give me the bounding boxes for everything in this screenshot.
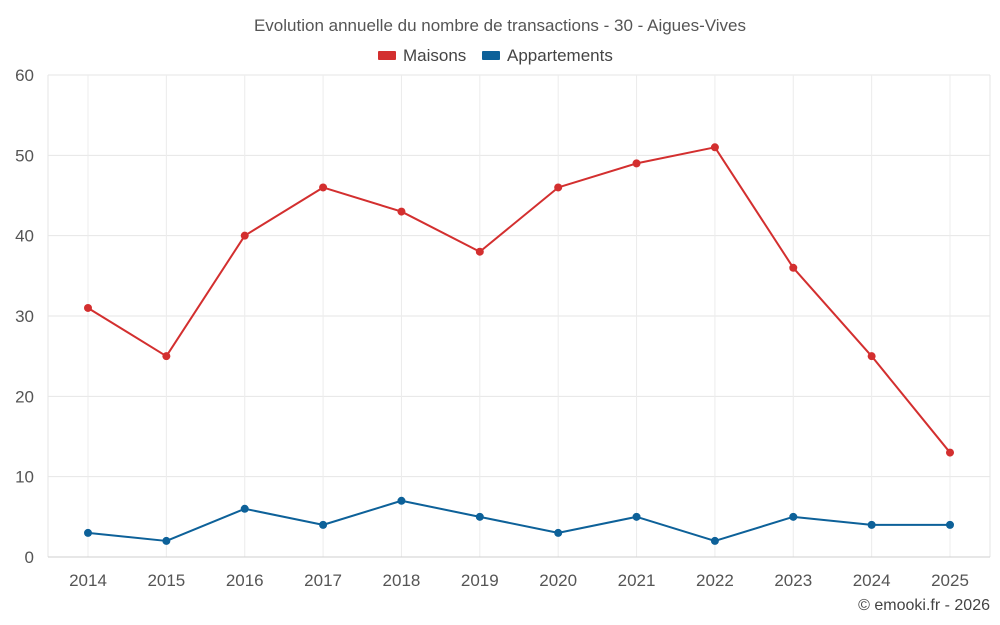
data-point [710, 143, 719, 152]
x-tick-label: 2020 [539, 571, 577, 590]
data-point [946, 448, 954, 457]
legend: Maisons Appartements [378, 46, 613, 65]
data-point [162, 352, 171, 361]
data-point [319, 520, 328, 529]
axes: 0 10 20 30 40 50 60 2014 2015 2016 2017 2018 2019 202… [15, 66, 990, 590]
legend-swatch [482, 51, 500, 60]
data-point [632, 159, 641, 168]
x-tick-label: 2016 [226, 571, 264, 590]
data-point [632, 512, 641, 521]
data-point [240, 504, 249, 513]
data-point [475, 247, 484, 256]
data-point [162, 536, 171, 545]
credit-text: © emooki.fr - 2026 [858, 597, 990, 614]
x-tick-label: 2019 [461, 571, 499, 590]
data-point [84, 303, 92, 312]
y-tick-label: 10 [15, 468, 34, 487]
legend-label: Maisons [403, 46, 466, 65]
chart-title: Evolution annuelle du nombre de transact… [254, 16, 746, 35]
data-point [554, 183, 563, 192]
data-point [554, 528, 563, 537]
x-tick-label: 2018 [383, 571, 421, 590]
data-point [319, 183, 328, 192]
y-tick-label: 30 [15, 307, 34, 326]
y-tick-label: 50 [15, 146, 34, 165]
legend-label: Appartements [507, 46, 613, 65]
x-tick-label: 2021 [618, 571, 656, 590]
x-tick-label: 2024 [853, 571, 891, 590]
x-tick-label: 2025 [931, 571, 969, 590]
grid [47, 74, 991, 558]
series-group [84, 143, 954, 545]
legend-swatch [378, 51, 396, 60]
data-point [789, 512, 798, 521]
data-point [84, 528, 92, 537]
series-line [87, 499, 950, 542]
x-tick-label: 2015 [147, 571, 185, 590]
x-tick-label: 2022 [696, 571, 734, 590]
x-tick-label: 2017 [304, 571, 342, 590]
data-point [397, 496, 406, 505]
data-point [867, 520, 876, 529]
y-tick-label: 0 [25, 548, 34, 567]
x-tick-label: 2023 [774, 571, 812, 590]
data-point [475, 512, 484, 521]
series-line [87, 146, 951, 454]
y-tick-label: 40 [15, 227, 34, 246]
data-point [240, 231, 249, 240]
series-appartements [84, 496, 954, 545]
y-tick-label: 60 [15, 66, 34, 85]
data-point [789, 263, 798, 272]
data-point [867, 352, 876, 361]
series-maisons [84, 143, 954, 457]
data-point [397, 207, 406, 216]
data-point [946, 520, 954, 529]
data-point [710, 536, 719, 545]
y-tick-label: 20 [15, 387, 34, 406]
x-tick-label: 2014 [69, 571, 107, 590]
